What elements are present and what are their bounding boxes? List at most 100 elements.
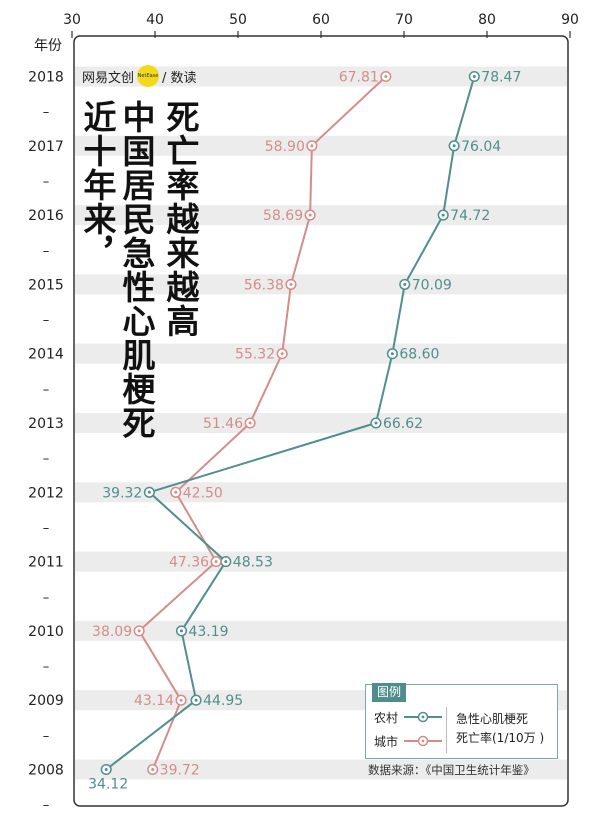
data-point-center (137, 629, 141, 633)
x-tick-label: 50 (229, 12, 247, 28)
y-separator: – (43, 452, 50, 467)
y-tick-label: 2009 (28, 693, 64, 709)
data-label: 39.72 (160, 763, 200, 779)
legend-description: 急性心肌梗死 死亡率(1/10万 ) (456, 710, 544, 748)
legend-desc-line-1: 急性心肌梗死 (456, 712, 529, 726)
data-label: 43.14 (134, 693, 174, 709)
data-label: 56.38 (244, 277, 284, 293)
year-band (75, 135, 567, 156)
legend-rural-swatch (404, 711, 443, 723)
y-separator: – (43, 105, 50, 120)
data-point-center (214, 560, 218, 564)
y-axis-title: 年份 (34, 38, 62, 54)
y-separator: – (43, 798, 50, 813)
year-band (75, 482, 567, 503)
x-tick-label: 40 (146, 12, 164, 28)
y-tick-label: 2011 (28, 555, 64, 571)
y-tick-label: 2010 (28, 624, 64, 640)
y-separator: – (43, 521, 50, 536)
brand-logo: 网易文创 NetEase / 数读 (82, 65, 197, 87)
data-label: 66.62 (383, 416, 423, 432)
data-label: 42.50 (183, 485, 223, 501)
data-point-center (308, 213, 312, 217)
legend: 图例 农村 城市 急性心肌梗死 死亡率(1/10万 ) (365, 683, 558, 759)
brand-name: 网易文创 (82, 70, 135, 86)
x-tick-label: 30 (63, 12, 81, 28)
y-tick-label: 2016 (28, 208, 64, 224)
data-point-center (104, 768, 108, 771)
legend-item-rural: 农村 (374, 707, 444, 727)
brand-badge: NetEase (137, 65, 160, 87)
legend-title: 图例 (372, 683, 407, 702)
x-tick-label: 90 (561, 12, 579, 28)
data-point-center (452, 144, 456, 148)
data-labels: 78.47 76.04 74.72 70.09 68.60 66.62 39.32 48.53… (88, 70, 521, 793)
chart-title-line-1: 死亡率越来越高 (161, 100, 200, 338)
year-band (75, 551, 567, 572)
y-tick-label: 2013 (28, 416, 64, 432)
chart-title-line-3: 近十年来， (78, 100, 117, 270)
data-label: 39.32 (102, 485, 142, 501)
data-point-center (310, 144, 314, 148)
legend-urban-label: 城市 (374, 734, 399, 749)
data-point-center (390, 352, 394, 356)
y-tick-label: 2015 (28, 277, 64, 293)
data-label: 48.53 (233, 555, 273, 571)
data-source: 数据来源：《中国卫生统计年鉴》 (368, 763, 535, 777)
data-point-center (224, 560, 228, 564)
y-tick-label: 2008 (28, 763, 64, 779)
y-axis: 2018 – 2017 – 2016 – 2015 – 2014 – 2013 – 2012 – 2011 –… (28, 70, 64, 814)
year-band (75, 274, 567, 295)
data-point-center (280, 352, 284, 356)
legend-divider (446, 707, 447, 753)
year-band (75, 66, 567, 87)
y-separator: – (43, 382, 50, 397)
data-point-center (179, 629, 183, 633)
series-points (100, 70, 480, 776)
legend-rural-label: 农村 (374, 710, 399, 725)
data-point-center (441, 213, 445, 217)
data-label: 44.95 (203, 693, 243, 709)
y-tick-label: 2018 (28, 70, 64, 86)
year-band (75, 620, 567, 641)
data-label: 58.90 (265, 139, 305, 155)
year-band (75, 413, 567, 433)
data-point-center (248, 421, 252, 425)
data-label: 34.12 (88, 777, 128, 793)
data-point-center (194, 698, 198, 702)
y-separator: – (43, 313, 50, 328)
chart-title-line-2: 中国居民急性心肌梗死 (117, 100, 156, 440)
x-tick-label: 70 (395, 12, 413, 28)
x-tick-label: 60 (312, 12, 330, 28)
data-point-center (472, 75, 476, 78)
legend-urban-swatch (404, 735, 443, 747)
data-label: 68.60 (399, 347, 439, 363)
y-separator: – (43, 660, 50, 675)
data-point-center (289, 282, 293, 286)
data-label: 67.81 (339, 70, 379, 86)
year-band (75, 759, 567, 780)
y-separator: – (43, 729, 50, 744)
y-separator: – (43, 590, 50, 605)
data-label: 70.09 (412, 277, 452, 293)
data-label: 43.19 (188, 624, 228, 640)
y-separator: – (43, 244, 50, 259)
data-point-center (179, 698, 183, 702)
data-label: 74.72 (450, 208, 490, 224)
data-point-center (403, 282, 407, 286)
data-label: 55.32 (235, 347, 275, 363)
y-tick-label: 2017 (28, 139, 64, 155)
y-separator: – (43, 174, 50, 189)
x-axis: 30 40 50 60 70 80 90 (63, 12, 579, 38)
y-tick-label: 2012 (28, 485, 64, 501)
data-point-center (174, 490, 178, 494)
brand-section: / 数读 (162, 70, 197, 86)
y-tick-label: 2014 (28, 347, 64, 363)
data-label: 78.47 (481, 70, 521, 86)
x-tick-label: 80 (478, 12, 496, 28)
data-point-center (151, 768, 155, 771)
data-point-center (147, 490, 151, 494)
data-label: 38.09 (92, 624, 132, 640)
data-point-center (374, 421, 378, 425)
